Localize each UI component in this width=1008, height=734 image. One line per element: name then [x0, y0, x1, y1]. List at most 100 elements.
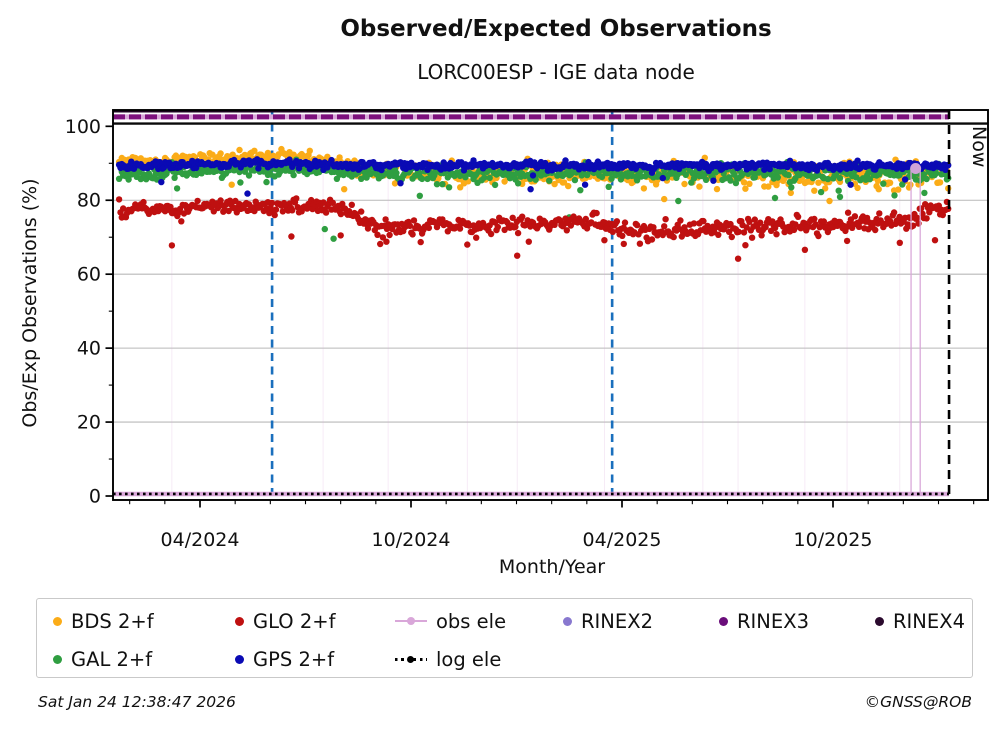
data-point	[936, 179, 944, 186]
legend-label: GLO 2+f	[253, 609, 336, 633]
data-point	[567, 222, 575, 229]
legend-marker-RINEX3-icon	[719, 616, 728, 626]
outlier-point	[931, 237, 939, 244]
data-point	[636, 240, 644, 247]
data-point	[272, 206, 280, 213]
legend-item-GPS-2+f: GPS 2+f	[235, 647, 334, 671]
data-point	[290, 171, 297, 179]
data-point	[425, 224, 433, 232]
data-point	[835, 187, 842, 194]
data-point	[322, 209, 330, 216]
outlier-point	[464, 241, 471, 248]
data-point	[491, 181, 499, 189]
data-point	[896, 213, 903, 221]
data-point	[514, 180, 522, 187]
data-point	[120, 205, 127, 212]
data-point	[115, 196, 123, 203]
data-point	[765, 183, 772, 190]
data-point	[876, 210, 883, 217]
data-point	[815, 179, 822, 186]
data-point	[424, 175, 431, 183]
axis-ticks: 04/2024 10/2024 04/2025 10/2025 0 20 40 60 80 100	[65, 116, 975, 551]
data-point	[748, 234, 756, 241]
legend-item-RINEX3: RINEX3	[719, 609, 809, 633]
data-point	[140, 198, 147, 206]
data-point	[382, 216, 389, 223]
data-point	[774, 174, 781, 181]
data-point	[320, 199, 327, 206]
data-point	[433, 181, 441, 188]
data-point	[681, 180, 688, 188]
data-point	[854, 184, 861, 192]
y-tick-label: 40	[77, 338, 101, 360]
outlier-point	[330, 235, 337, 242]
data-point	[217, 150, 224, 157]
data-point	[640, 185, 648, 192]
event-lines	[270, 110, 614, 500]
y-tick-label: 0	[89, 486, 101, 508]
outlier-point	[896, 239, 903, 246]
legend-label: RINEX3	[737, 609, 809, 633]
data-point	[194, 197, 201, 205]
y-tick-label: 60	[77, 264, 101, 286]
data-point	[171, 174, 178, 181]
legend-item-log-ele: log ele	[395, 647, 501, 671]
data-point	[746, 218, 753, 225]
scatter-series-GPS-2+f	[115, 156, 952, 197]
data-point	[245, 172, 253, 179]
legend-label: RINEX4	[893, 609, 965, 633]
y-tick-label: 20	[77, 412, 101, 434]
timestamp: Sat Jan 24 12:38:47 2026	[38, 693, 236, 711]
outlier-point	[787, 189, 794, 197]
data-point	[886, 179, 894, 186]
data-point	[546, 177, 553, 184]
data-point	[460, 167, 468, 174]
legend-label: obs ele	[436, 609, 507, 633]
outlier-point	[836, 193, 844, 201]
data-point	[410, 217, 418, 224]
data-point	[899, 181, 906, 188]
data-point	[374, 231, 381, 238]
data-point	[757, 219, 764, 226]
outlier-point	[288, 233, 295, 240]
data-point	[746, 180, 753, 187]
outlier-point	[341, 186, 348, 193]
data-point	[880, 180, 887, 187]
data-point	[661, 223, 668, 230]
data-point	[431, 172, 438, 179]
data-point	[817, 188, 825, 196]
data-point	[866, 176, 873, 183]
data-point	[605, 183, 612, 190]
gridlines	[113, 199, 988, 423]
outlier-point	[675, 197, 682, 205]
data-point	[379, 234, 387, 241]
outlier-point	[843, 237, 851, 245]
data-point	[445, 184, 453, 191]
data-point	[494, 223, 501, 231]
data-point	[713, 185, 721, 193]
plot-svg: 04/2024 10/2024 04/2025 10/2025 0 20 40 60 80 100…	[65, 109, 990, 551]
data-point	[264, 149, 272, 157]
data-point	[621, 219, 629, 226]
data-point	[670, 233, 677, 241]
scatter-series-GLO-2+f	[115, 195, 952, 262]
data-point	[348, 201, 355, 208]
data-point	[659, 174, 666, 182]
data-point	[923, 175, 930, 183]
data-point	[377, 240, 384, 248]
legend-item-RINEX4: RINEX4	[875, 609, 965, 633]
legend-marker-RINEX2-icon	[563, 616, 572, 626]
data-point	[822, 185, 829, 192]
legend-item-GAL-2+f: GAL 2+f	[53, 647, 152, 671]
data-point	[329, 199, 336, 206]
data-point	[529, 172, 537, 179]
data-point	[815, 232, 822, 240]
data-point	[790, 226, 798, 234]
data-point	[386, 231, 393, 239]
data-point	[785, 171, 792, 179]
data-point	[932, 170, 940, 177]
legend-marker-GPS-2+f-icon	[235, 654, 244, 664]
legend-box: BDS 2+f GLO 2+f obs ele RINEX2 RINEX3 RINEX4 G…	[36, 598, 973, 678]
data-point	[854, 157, 861, 164]
data-point	[913, 214, 921, 221]
